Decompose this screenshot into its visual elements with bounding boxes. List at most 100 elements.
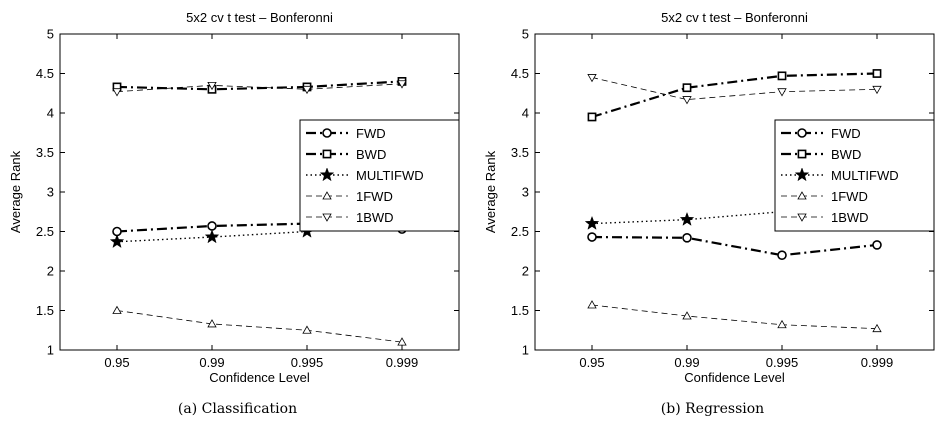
legend-marker <box>797 213 807 222</box>
legend-label: 1FWD <box>356 189 393 204</box>
y-tick-label: 3.5 <box>36 145 54 160</box>
legend-marker <box>319 167 335 182</box>
y-tick-label: 1.5 <box>511 303 529 318</box>
series-line <box>116 310 403 343</box>
data-point <box>207 221 217 231</box>
figure-classification: 5x2 cv t test – Bonferonni 1 1.5 2 2.5 3 3.5 4 4… <box>8 10 460 417</box>
y-tick-label: 4.5 <box>511 66 529 81</box>
legend-item-multifwd: MULTIFWD <box>306 167 424 183</box>
series-line <box>116 222 403 233</box>
data-point <box>587 112 597 122</box>
data-point <box>777 88 787 97</box>
chart-title: 5x2 cv t test – Bonferonni <box>661 10 808 25</box>
y-tick-label: 3 <box>47 185 54 200</box>
x-axis-label: Confidence Level <box>684 370 785 385</box>
series-bwd <box>112 77 407 94</box>
data-point <box>872 69 882 78</box>
series-1fwd <box>112 305 407 346</box>
chart-classification: 5x2 cv t test – Bonferonni 1 1.5 2 2.5 3 3.5 4 4… <box>8 10 460 385</box>
legend-label: FWD <box>356 126 386 141</box>
data-point <box>872 85 882 95</box>
series-line <box>116 80 403 91</box>
caption-classification: (a) Classification <box>177 401 298 417</box>
data-point <box>777 319 787 329</box>
data-point <box>872 240 882 250</box>
y-tick-label: 4 <box>522 106 529 121</box>
legend-marker <box>322 149 332 159</box>
series-line <box>591 304 878 330</box>
legend-item-1fwd: 1FWD <box>781 189 868 204</box>
y-tick-label: 2 <box>47 264 54 279</box>
series-line <box>591 72 878 119</box>
series-line <box>591 235 878 257</box>
y-tick-label: 5 <box>522 27 529 42</box>
data-point <box>587 74 597 83</box>
data-point <box>207 81 217 91</box>
data-point <box>109 234 125 249</box>
y-tick-label: 2 <box>522 264 529 279</box>
data-point <box>587 300 597 309</box>
legend-label: FWD <box>831 126 861 141</box>
series-1fwd <box>587 300 882 333</box>
legend-label: MULTIFWD <box>356 168 424 183</box>
data-point <box>397 337 407 346</box>
data-point <box>112 88 122 97</box>
legend-item-1fwd: 1FWD <box>306 189 393 204</box>
legend-item-multifwd: MULTIFWD <box>781 167 899 183</box>
legend-label: BWD <box>831 147 861 162</box>
data-point <box>584 215 600 230</box>
series-1bwd <box>112 80 407 97</box>
data-point <box>682 233 692 243</box>
legend-item-1bwd: 1BWD <box>306 210 394 225</box>
y-axis-label: Average Rank <box>483 150 498 233</box>
legend-marker <box>322 191 332 200</box>
data-point <box>302 85 312 95</box>
legend-item-bwd: BWD <box>306 147 386 162</box>
legend-item-1bwd: 1BWD <box>781 210 869 225</box>
legend: FWD BWD MULTIFWD 1FWD 1BWD <box>774 119 935 232</box>
y-tick-label: 1 <box>522 343 529 358</box>
legend-marker <box>794 167 810 182</box>
legend-marker <box>322 213 332 222</box>
y-tick-label: 2.5 <box>36 224 54 239</box>
y-tick-label: 3 <box>522 185 529 200</box>
legend-marker <box>797 191 807 200</box>
series-1bwd <box>587 74 882 105</box>
y-tick-label: 5 <box>47 27 54 42</box>
legend-marker <box>322 128 332 138</box>
x-tick-label: 0.99 <box>199 355 224 370</box>
caption-regression: (b) Regression <box>660 401 765 417</box>
series-line <box>116 83 403 93</box>
legend-label: 1BWD <box>831 210 869 225</box>
data-point <box>682 96 692 105</box>
y-tick-label: 3.5 <box>511 145 529 160</box>
data-point <box>302 325 312 334</box>
legend-label: BWD <box>356 147 386 162</box>
data-point <box>397 80 407 89</box>
y-axis-label: Average Rank <box>8 150 23 233</box>
x-tick-label: 0.95 <box>579 355 604 370</box>
y-tick-label: 1 <box>47 343 54 358</box>
data-point <box>587 232 597 242</box>
data-point <box>682 83 692 93</box>
figure-regression: 5x2 cv t test – Bonferonni 1 1.5 2 2.5 3 3.5 4 4… <box>475 0 950 434</box>
x-tick-label: 0.99 <box>674 355 699 370</box>
x-tick-label: 0.999 <box>386 355 419 370</box>
data-point <box>204 229 220 244</box>
legend: FWD BWD MULTIFWD 1FWD 1BWD <box>299 119 460 232</box>
y-tick-label: 4.5 <box>36 66 54 81</box>
data-point <box>777 71 787 81</box>
legend-item-fwd: FWD <box>306 126 386 141</box>
legend-label: 1BWD <box>356 210 394 225</box>
y-tick-label: 2.5 <box>511 224 529 239</box>
x-tick-label: 0.995 <box>291 355 324 370</box>
data-point <box>207 319 217 328</box>
legend-item-bwd: BWD <box>781 147 861 162</box>
data-point <box>112 305 122 314</box>
series-bwd <box>587 69 882 122</box>
y-tick-label: 4 <box>47 106 54 121</box>
y-tick-label: 1.5 <box>36 303 54 318</box>
data-point <box>872 323 882 333</box>
data-point <box>679 211 695 226</box>
legend-marker <box>797 128 807 138</box>
